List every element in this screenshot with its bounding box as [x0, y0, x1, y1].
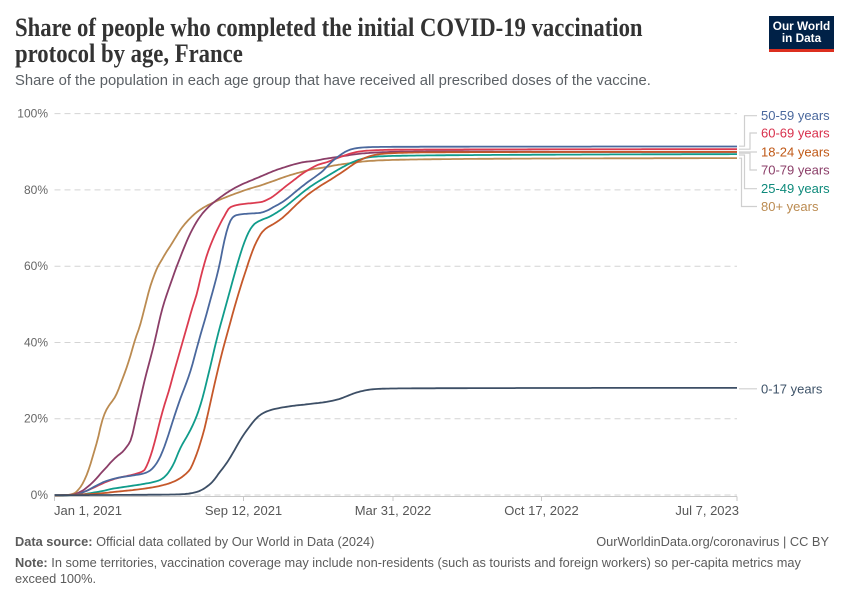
- svg-text:40%: 40%: [24, 336, 48, 350]
- svg-text:0%: 0%: [31, 488, 49, 502]
- svg-text:50-59 years: 50-59 years: [761, 108, 830, 123]
- svg-text:20%: 20%: [24, 412, 48, 426]
- svg-text:60-69 years: 60-69 years: [761, 126, 830, 141]
- svg-text:80+ years: 80+ years: [761, 199, 819, 214]
- svg-text:25-49 years: 25-49 years: [761, 181, 830, 196]
- svg-text:Mar 31, 2022: Mar 31, 2022: [355, 503, 432, 518]
- svg-text:Jul 7, 2023: Jul 7, 2023: [675, 503, 739, 518]
- svg-text:Sep 12, 2021: Sep 12, 2021: [205, 503, 282, 518]
- svg-text:Oct 17, 2022: Oct 17, 2022: [504, 503, 578, 518]
- svg-text:70-79 years: 70-79 years: [761, 163, 830, 178]
- svg-text:80%: 80%: [24, 183, 48, 197]
- svg-text:100%: 100%: [17, 107, 48, 121]
- svg-text:Jan 1, 2021: Jan 1, 2021: [54, 503, 122, 518]
- svg-text:18-24 years: 18-24 years: [761, 145, 830, 160]
- svg-text:60%: 60%: [24, 259, 48, 273]
- svg-text:0-17 years: 0-17 years: [761, 381, 823, 396]
